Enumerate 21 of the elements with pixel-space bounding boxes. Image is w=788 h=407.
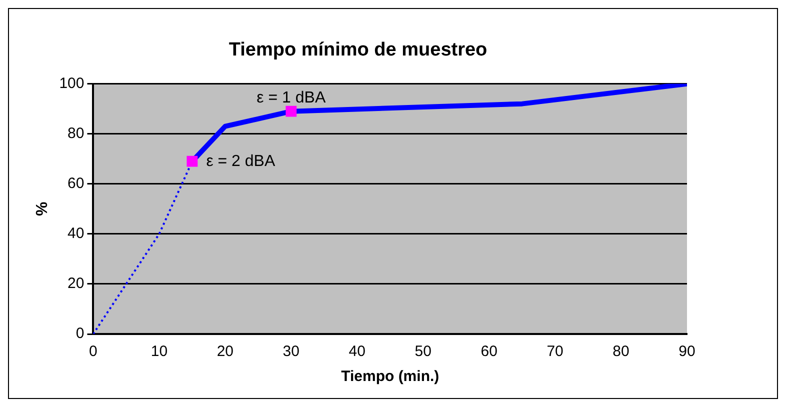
x-tick-label: 90 — [678, 343, 696, 360]
x-tick-label: 10 — [150, 343, 168, 360]
x-tick-label: 0 — [89, 343, 98, 360]
x-tick-label: 40 — [348, 343, 366, 360]
y-axis-title: % — [34, 202, 52, 216]
y-tick-label: 20 — [68, 275, 84, 292]
y-tick-label: 60 — [68, 175, 84, 192]
annotation: ε = 2 dBA — [206, 152, 276, 170]
x-tick-label: 80 — [612, 343, 630, 360]
x-tick-label: 50 — [414, 343, 432, 360]
y-tick-label: 0 — [76, 325, 84, 342]
y-tick-label: 40 — [68, 225, 84, 242]
annotation: ε = 1 dBA — [256, 90, 326, 107]
x-axis-title: Tiempo (min.) — [341, 368, 440, 386]
x-tick-label: 70 — [546, 343, 564, 360]
x-tick-label: 60 — [480, 343, 498, 360]
y-tick-label: 100 — [59, 74, 84, 92]
x-tick-label: 30 — [282, 343, 300, 360]
y-tick-label: 80 — [68, 124, 84, 142]
x-tick-label: 20 — [216, 343, 234, 360]
chart-title: Tiempo mínimo de muestreo — [228, 40, 488, 61]
